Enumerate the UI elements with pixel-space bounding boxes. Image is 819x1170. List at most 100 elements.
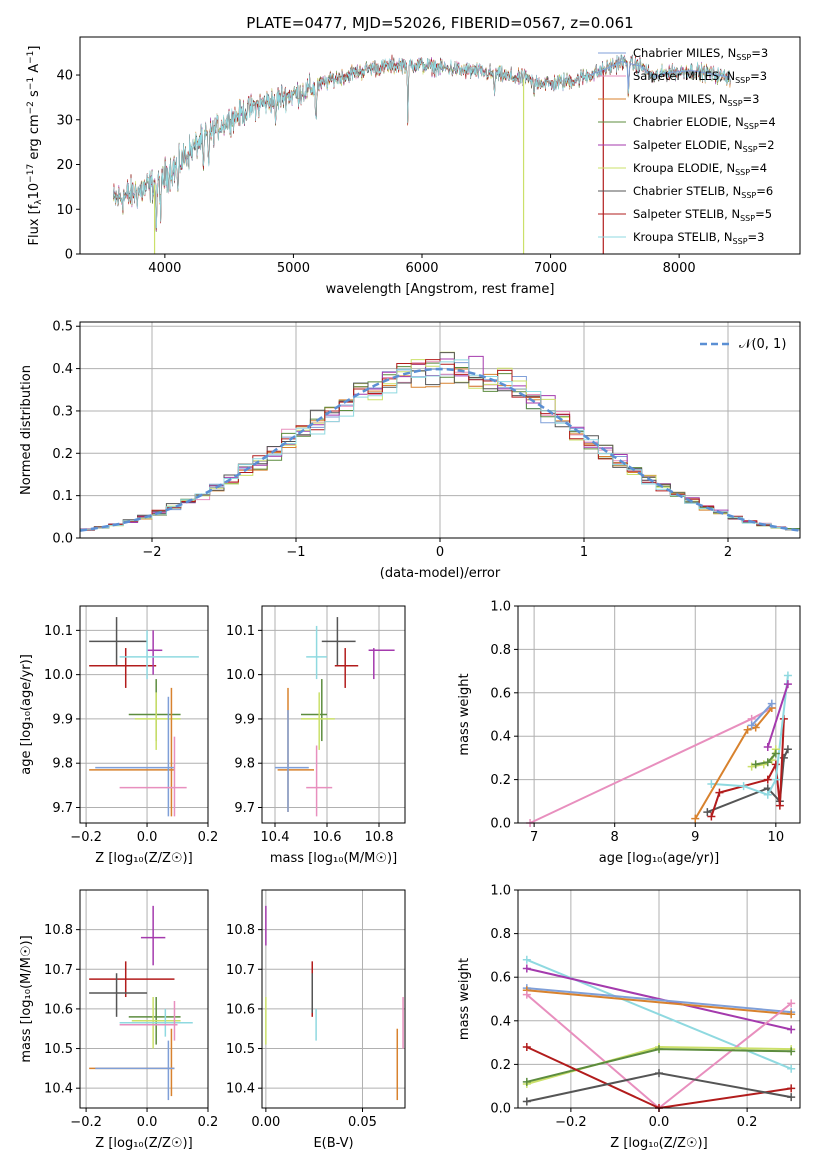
legend-n: =3 <box>748 230 765 244</box>
weight-marker-kroupa_stelib <box>771 775 780 784</box>
x-tick-label: 10.8 <box>365 830 394 845</box>
weight-marker-salpeter_miles <box>787 999 796 1008</box>
residuals-panel: −2 −1 0 1 2 0.0 0.1 0.2 0.3 0.4 0.5 (data-model)/er… <box>19 320 801 581</box>
x-tick-label: 10 <box>768 830 785 845</box>
weight-marker-chabrier_miles <box>767 699 776 708</box>
spectrum-legend: Chabrier MILES, NSSP=3 Salpeter MILES, NS… <box>598 46 776 246</box>
weight-line-chabrier_miles <box>526 987 792 1014</box>
legend-n: =3 <box>750 69 767 83</box>
legend-sub: SSP <box>728 99 743 108</box>
x-tick-label: −2 <box>142 545 161 560</box>
weight-marker-chabrier_stelib <box>522 1097 531 1106</box>
y-tick-label: 10.5 <box>44 1042 73 1057</box>
weight-line-salpeter_elodie <box>766 683 789 748</box>
x-axis-label: Z [log₁₀(Z/Z☉)] <box>95 1136 192 1151</box>
y-tick-label: 10.7 <box>226 963 255 978</box>
x-tick-label: 7000 <box>534 261 567 276</box>
y-axis-label: Flux [fλ10−17 erg cm−2 s−1 A−1] <box>26 46 44 246</box>
x-tick-label: 0 <box>436 545 444 560</box>
legend-n: =5 <box>755 207 772 221</box>
weight-marker-salpeter_elodie <box>787 1025 796 1034</box>
y-tick-label: 10.4 <box>226 1082 255 1097</box>
y-tick-label: 9.7 <box>52 801 73 816</box>
weight-marker-chabrier_elodie <box>771 749 780 758</box>
weight-line-salpeter_miles <box>529 707 773 824</box>
x-tick-label: 8000 <box>663 261 696 276</box>
y-axis-label: age [log₁₀(age/yr)] <box>19 654 34 775</box>
y-tick-label: 20 <box>56 158 73 173</box>
y-label-part: ] <box>27 46 42 51</box>
weight-marker-kroupa_miles <box>691 814 700 823</box>
x-tick-label: 9 <box>691 830 699 845</box>
legend-entry-salpeter_miles: Salpeter MILES, NSSP=3 <box>633 69 767 85</box>
y-label-part: Flux [f <box>27 204 42 245</box>
y-tick-label: 10.1 <box>44 624 73 639</box>
legend-entry-kroupa_stelib: Kroupa STELIB, NSSP=3 <box>633 230 764 246</box>
weight-marker-chabrier_stelib <box>703 808 712 817</box>
legend-n: =2 <box>758 138 775 152</box>
y-label-part: −1 <box>26 77 36 90</box>
legend-n: =3 <box>751 46 768 60</box>
y-label-part: erg cm <box>27 114 42 163</box>
legend-sub: SSP <box>741 191 756 200</box>
y-label-part: s <box>27 90 42 101</box>
y-tick-label: 0.2 <box>490 773 511 788</box>
x-tick-label: 10.4 <box>261 830 290 845</box>
legend-sub: SSP <box>740 214 755 223</box>
spectrum-model-tail <box>588 61 731 90</box>
legend-entry-chabrier_stelib: Chabrier STELIB, NSSP=6 <box>633 184 773 200</box>
x-tick-label: 0.2 <box>737 1115 758 1130</box>
weight-marker-salpeter_stelib <box>775 801 784 810</box>
weight-marker-chabrier_elodie <box>751 760 760 769</box>
y-tick-label: 0.6 <box>490 686 511 701</box>
y-tick-label: 0.4 <box>490 730 511 745</box>
normal-curve <box>79 367 801 532</box>
legend-n: =3 <box>743 92 760 106</box>
weight-marker-chabrier_elodie <box>787 1047 796 1056</box>
legend-entry-salpeter_stelib: Salpeter STELIB, NSSP=5 <box>633 207 772 223</box>
y-tick-label: 1.0 <box>490 600 511 615</box>
y-tick-label: 9.8 <box>52 757 73 772</box>
y-tick-label: 10.7 <box>44 963 73 978</box>
legend-entry-chabrier_elodie: Chabrier ELODIE, NSSP=4 <box>633 115 776 131</box>
y-label-part: −1 <box>26 51 36 64</box>
legend-n: =4 <box>759 115 776 129</box>
axes-frame <box>79 36 801 255</box>
x-tick-label: 5000 <box>277 261 310 276</box>
x-tick-label: 2 <box>724 545 732 560</box>
weight-line-kroupa_miles <box>526 989 792 1016</box>
axes-frame <box>261 889 406 1109</box>
weight-marker-salpeter_stelib <box>522 1042 531 1051</box>
weight-marker-chabrier_stelib <box>655 1069 663 1078</box>
y-tick-label: 10.0 <box>226 668 255 683</box>
weight-marker-kroupa_miles <box>751 723 760 732</box>
y-tick-label: 0.0 <box>490 1102 511 1117</box>
x-tick-label: 10.6 <box>313 830 342 845</box>
axes-frame <box>79 605 209 824</box>
y-tick-label: 0.0 <box>52 532 73 547</box>
y-tick-label: 10.6 <box>44 1002 73 1017</box>
x-axis-label: mass [log₁₀(M/M☉)] <box>270 851 397 866</box>
axes-frame <box>79 889 209 1109</box>
weight-marker-salpeter_elodie <box>783 680 792 689</box>
weight-marker-chabrier_stelib <box>783 745 792 754</box>
legend-sub: SSP <box>743 145 758 154</box>
x-tick-label: 8 <box>611 830 619 845</box>
weight-marker-kroupa_stelib <box>707 779 716 788</box>
y-tick-label: 10.0 <box>44 668 73 683</box>
weight-marker-kroupa_stelib <box>522 955 531 964</box>
legend-entry-normal: 𝒩(0, 1) <box>739 337 786 352</box>
y-label-part: −17 <box>26 164 36 183</box>
weight-marker-kroupa_stelib <box>739 782 748 791</box>
y-tick-label: 10.5 <box>226 1042 255 1057</box>
y-tick-label: 9.9 <box>52 712 73 727</box>
y-axis-label: Normed distribution <box>19 365 34 495</box>
mass_vs_ebv-panel: 0.00 0.05 10.4 10.5 10.6 10.7 10.8 E(B-V) <box>226 889 406 1151</box>
y-tick-label: 10.4 <box>44 1082 73 1097</box>
x-axis-label: wavelength [Angstrom, rest frame] <box>326 282 555 297</box>
weight-marker-salpeter_elodie <box>522 964 531 973</box>
weight_vs_age-panel: 7 8 9 10 0.0 0.2 0.4 0.6 0.8 1.0 age [log₁₀(age/yr… <box>457 600 801 866</box>
weight-marker-salpeter_stelib <box>763 775 772 784</box>
